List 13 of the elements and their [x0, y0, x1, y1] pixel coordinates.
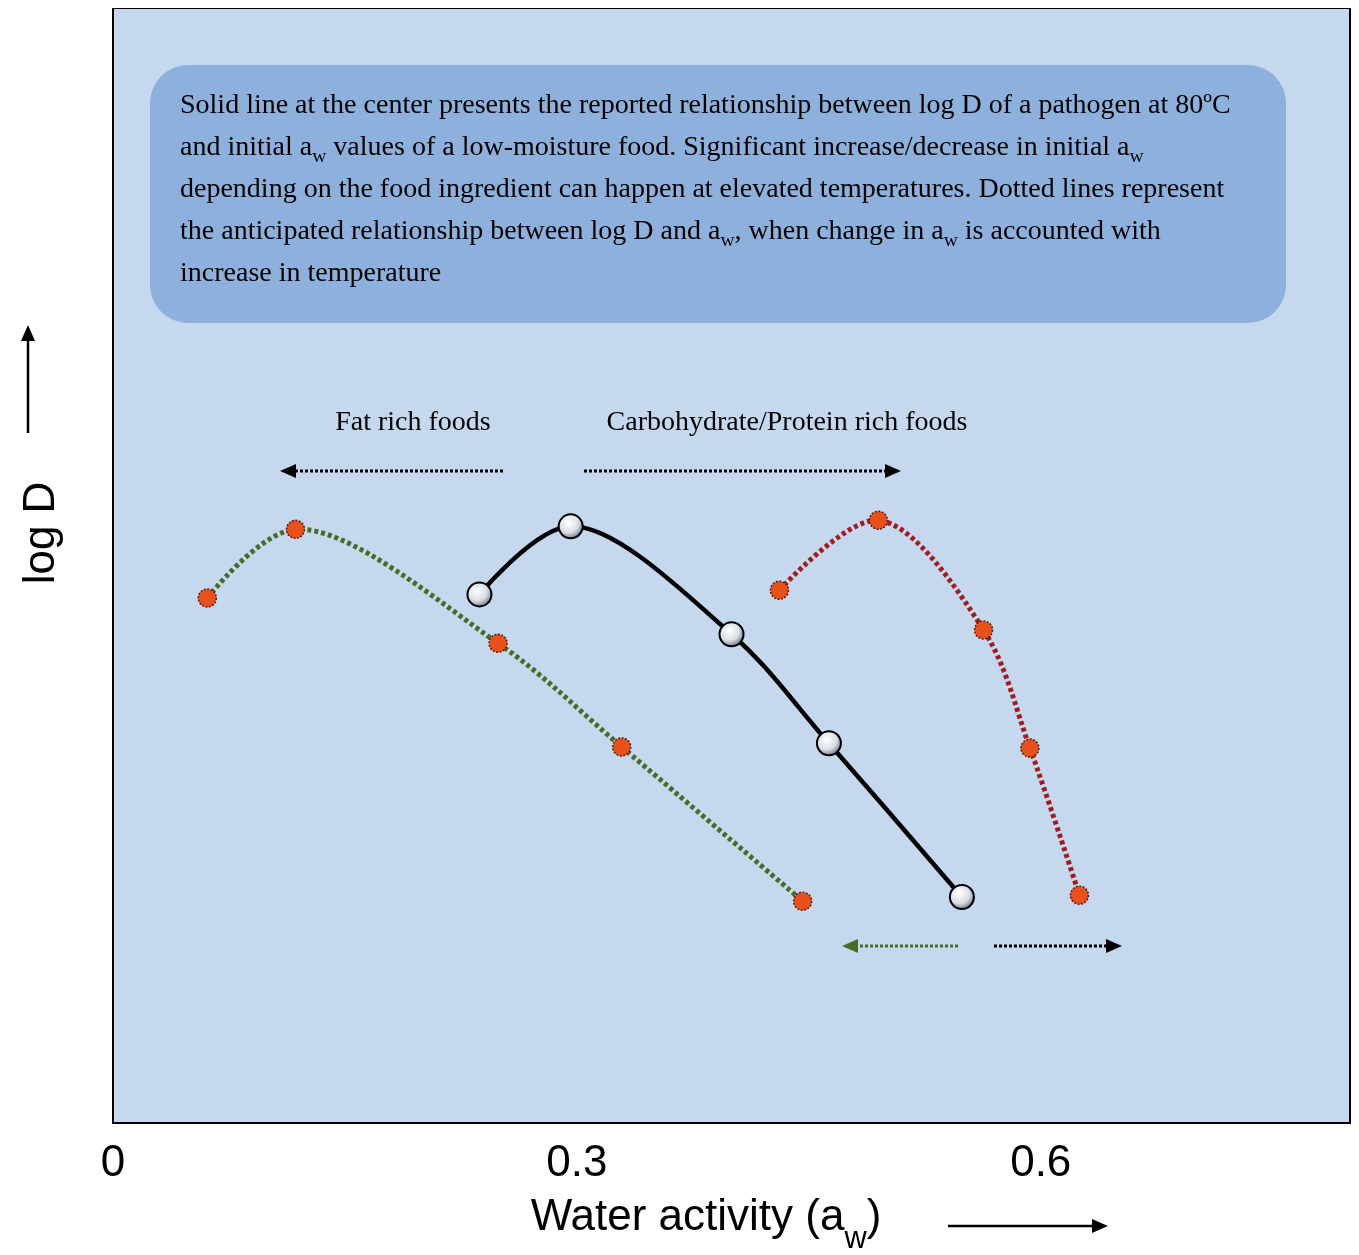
y-axis-title: log D [14, 481, 63, 585]
point [948, 883, 975, 910]
text: Carbohydrate/Protein rich foods [606, 405, 968, 436]
x-axis-title: Water activity (a$_{w}$) [530, 1190, 882, 1255]
point [718, 621, 745, 648]
point [466, 581, 493, 608]
x-tick-label: 0.3 [546, 1136, 608, 1185]
point [815, 730, 842, 757]
point [557, 513, 584, 540]
text: Solid line at the center presents the reported relationship between log D of a pathogen at 80ºC and initial a$_{w}$ values of a low-moisture food. Significant increase/decrease in initial a$_{w}$ depending on the food ingredient can happen at elevated temperatures. Dotted lines represent the anticipated relationship between log D and a$_{w}$, when change in a$_{w}$ is accounted with increase in temperature [180, 88, 1231, 287]
x-tick-label: 0.6 [1010, 1136, 1072, 1185]
x-tick-label: 0 [100, 1136, 126, 1185]
text: Fat rich foods [335, 405, 491, 436]
